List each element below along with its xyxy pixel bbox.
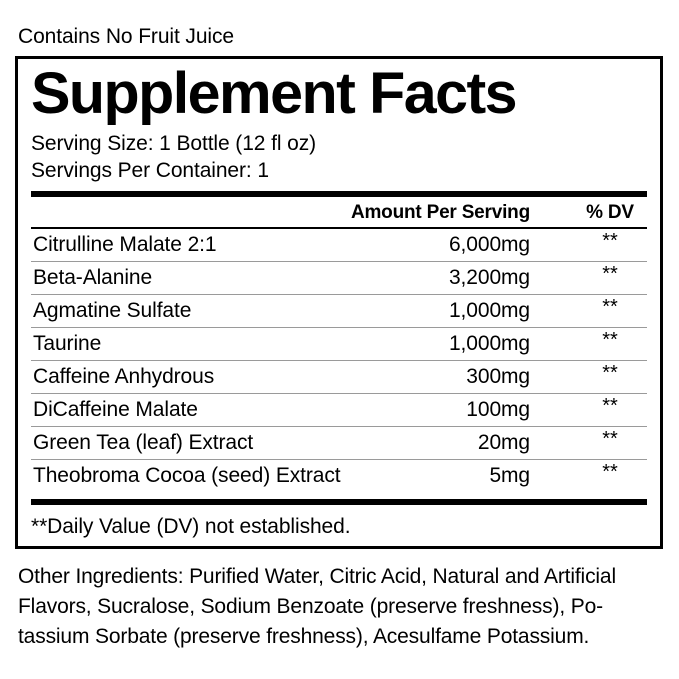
ingredient-amount: 300mg bbox=[466, 365, 530, 388]
ingredient-dv: ** bbox=[602, 263, 618, 285]
column-header-percent-dv: % DV bbox=[586, 202, 634, 223]
panel-title: Supplement Facts bbox=[31, 61, 518, 126]
ingredient-name: Agmatine Sulfate bbox=[33, 299, 192, 322]
ingredient-dv: ** bbox=[602, 296, 618, 318]
contains-no-fruit-juice-note: Contains No Fruit Juice bbox=[18, 25, 234, 48]
table-row: DiCaffeine Malate 100mg ** bbox=[31, 394, 647, 426]
column-header-amount-per-serving: Amount Per Serving bbox=[350, 202, 530, 223]
rule-under-column-header bbox=[31, 227, 647, 229]
ingredient-dv: ** bbox=[602, 395, 618, 417]
table-row: Caffeine Anhydrous 300mg ** bbox=[31, 361, 647, 393]
ingredient-name: Citrulline Malate 2:1 bbox=[33, 233, 217, 256]
ingredient-amount: 20mg bbox=[477, 431, 530, 454]
ingredient-amount: 1,000mg bbox=[448, 332, 530, 355]
ingredient-amount: 1,000mg bbox=[448, 299, 530, 322]
column-header-row: Amount Per Serving % DV bbox=[31, 197, 647, 227]
row-divider bbox=[31, 459, 647, 460]
row-divider bbox=[31, 327, 647, 328]
row-divider bbox=[31, 393, 647, 394]
ingredient-name: DiCaffeine Malate bbox=[33, 398, 198, 421]
ingredient-name: Green Tea (leaf) Extract bbox=[33, 431, 254, 454]
other-ingredients-paragraph: Other Ingredients: Purified Water, Citri… bbox=[18, 562, 666, 652]
ingredient-name: Theobroma Cocoa (seed) Extract bbox=[33, 464, 341, 487]
other-ingredients-line-3: tassium Sorbate (preserve freshness), Ac… bbox=[18, 625, 590, 648]
ingredient-dv: ** bbox=[602, 329, 618, 351]
ingredient-dv: ** bbox=[602, 230, 618, 252]
other-ingredients-line-2: Flavors, Sucralose, Sodium Benzoate (pre… bbox=[18, 595, 603, 618]
rule-thick-top bbox=[31, 191, 647, 197]
table-row: Citrulline Malate 2:1 6,000mg ** bbox=[31, 229, 647, 261]
supplement-facts-panel: Supplement Facts Serving Size: 1 Bottle … bbox=[15, 56, 663, 549]
table-row: Beta-Alanine 3,200mg ** bbox=[31, 262, 647, 294]
ingredient-dv: ** bbox=[602, 461, 618, 483]
ingredient-rows: Citrulline Malate 2:1 6,000mg ** Beta-Al… bbox=[31, 229, 647, 492]
table-row: Green Tea (leaf) Extract 20mg ** bbox=[31, 427, 647, 459]
daily-value-footnote: **Daily Value (DV) not established. bbox=[31, 515, 351, 538]
ingredient-amount: 3,200mg bbox=[448, 266, 530, 289]
ingredient-name: Caffeine Anhydrous bbox=[33, 365, 215, 388]
row-divider bbox=[31, 294, 647, 295]
rule-thick-bottom bbox=[31, 499, 647, 505]
serving-size-line: Serving Size: 1 Bottle (12 fl oz) bbox=[31, 132, 316, 155]
table-row: Taurine 1,000mg ** bbox=[31, 328, 647, 360]
ingredient-amount: 5mg bbox=[489, 464, 530, 487]
other-ingredients-line-1: Other Ingredients: Purified Water, Citri… bbox=[18, 565, 616, 588]
ingredient-amount: 6,000mg bbox=[448, 233, 530, 256]
row-divider bbox=[31, 426, 647, 427]
ingredient-amount: 100mg bbox=[466, 398, 530, 421]
ingredient-name: Beta-Alanine bbox=[33, 266, 153, 289]
ingredient-dv: ** bbox=[602, 362, 618, 384]
table-row: Theobroma Cocoa (seed) Extract 5mg ** bbox=[31, 460, 647, 492]
row-divider bbox=[31, 360, 647, 361]
servings-per-container-line: Servings Per Container: 1 bbox=[31, 159, 269, 182]
table-row: Agmatine Sulfate 1,000mg ** bbox=[31, 295, 647, 327]
ingredient-name: Taurine bbox=[33, 332, 102, 355]
ingredient-dv: ** bbox=[602, 428, 618, 450]
row-divider bbox=[31, 261, 647, 262]
